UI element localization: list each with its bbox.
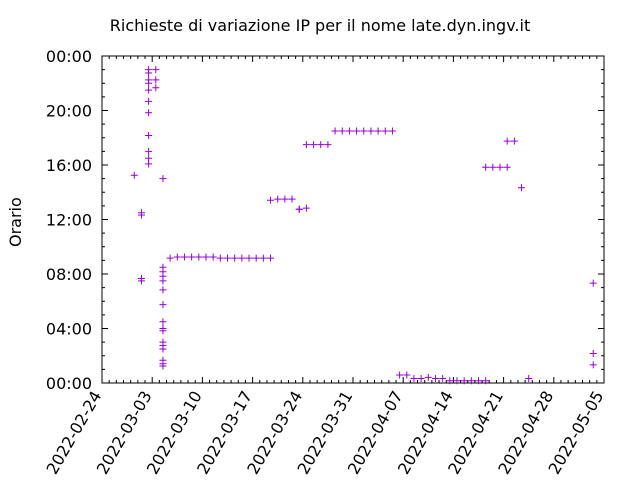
- data-point: [510, 137, 518, 145]
- data-point: [145, 109, 153, 117]
- data-point: [360, 127, 368, 135]
- data-point: [137, 275, 145, 283]
- y-tick-label: 08:00: [46, 265, 92, 284]
- data-point: [252, 254, 260, 262]
- data-point: [417, 374, 425, 382]
- data-point: [424, 373, 432, 381]
- data-point: [302, 141, 310, 149]
- data-point: [152, 84, 160, 92]
- data-point: [410, 374, 418, 382]
- data-point: [238, 254, 246, 262]
- y-tick-label: 00:00: [46, 374, 92, 393]
- chart-title: Richieste di variazione IP per il nome l…: [109, 16, 531, 35]
- data-point: [159, 301, 167, 309]
- data-point: [209, 253, 217, 261]
- data-point: [145, 147, 153, 155]
- data-point: [388, 127, 396, 135]
- data-point: [152, 66, 160, 74]
- data-point: [475, 377, 482, 385]
- data-point: [159, 277, 167, 285]
- data-point: [589, 279, 597, 287]
- data-point: [202, 253, 210, 261]
- data-point: [159, 318, 167, 326]
- y-tick-label: 04:00: [46, 320, 92, 339]
- data-point: [159, 175, 167, 183]
- data-point: [589, 349, 597, 357]
- data-point: [259, 254, 267, 262]
- data-point: [180, 253, 188, 261]
- data-point: [145, 97, 153, 105]
- data-point: [145, 131, 153, 139]
- data-point: [145, 69, 153, 77]
- data-point: [489, 163, 497, 171]
- data-point: [331, 127, 339, 135]
- data-point: [453, 377, 461, 385]
- y-tick-label: 20:00: [46, 102, 92, 121]
- data-point: [130, 171, 138, 179]
- data-point: [145, 86, 153, 94]
- data-point: [159, 362, 167, 370]
- data-point: [518, 184, 526, 192]
- data-point: [396, 371, 404, 379]
- data-point: [145, 79, 153, 87]
- data-point: [403, 371, 411, 379]
- data-point: [216, 254, 224, 262]
- data-point: [496, 163, 504, 171]
- data-point: [460, 377, 468, 385]
- data-point: [173, 253, 181, 261]
- data-point: [159, 327, 167, 335]
- data-point: [374, 127, 382, 135]
- data-point: [281, 195, 289, 203]
- data-point: [152, 76, 160, 84]
- data-point: [302, 204, 310, 212]
- data-point: [310, 141, 318, 149]
- data-point: [166, 254, 174, 262]
- data-point: [324, 141, 332, 149]
- data-point: [503, 137, 511, 145]
- data-point: [224, 254, 231, 262]
- data-point: [467, 377, 475, 385]
- data-point: [188, 253, 196, 261]
- data-point: [338, 127, 346, 135]
- data-point: [589, 361, 597, 369]
- data-point: [345, 127, 353, 135]
- data-point: [288, 195, 296, 203]
- data-point: [353, 127, 361, 135]
- data-point: [231, 254, 239, 262]
- data-point: [431, 374, 439, 382]
- plot-frame: [101, 55, 605, 384]
- data-point: [482, 163, 490, 171]
- data-point: [159, 286, 167, 294]
- data-point: [367, 127, 375, 135]
- data-point: [159, 345, 167, 353]
- data-point: [295, 205, 303, 213]
- data-point: [274, 195, 282, 203]
- data-point: [525, 374, 533, 382]
- y-tick-label: 12:00: [46, 211, 92, 230]
- data-point: [267, 254, 275, 262]
- data-point: [482, 377, 490, 385]
- data-point: [503, 163, 511, 171]
- data-point: [267, 196, 275, 204]
- y-tick-label: 16:00: [46, 156, 92, 175]
- y-tick-label: 00:00: [46, 47, 92, 66]
- data-point: [145, 160, 153, 168]
- data-point: [245, 254, 253, 262]
- data-point: [439, 374, 447, 382]
- data-point: [446, 377, 454, 385]
- data-point: [137, 209, 145, 217]
- data-point: [317, 141, 325, 149]
- data-point: [381, 127, 389, 135]
- data-point: [195, 253, 203, 261]
